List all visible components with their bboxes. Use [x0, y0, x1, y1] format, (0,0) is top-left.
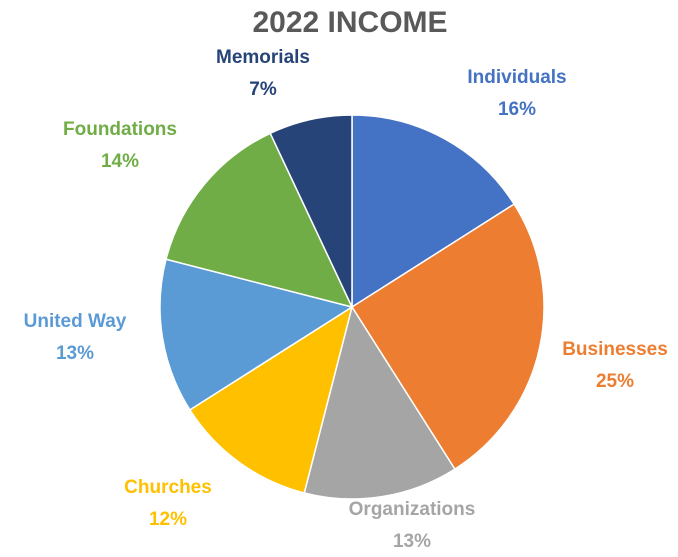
slice-label: Foundations: [63, 119, 177, 140]
pie-slice: [159, 258, 354, 411]
slice-label: Organizations: [349, 499, 476, 520]
pie-slice: [269, 114, 353, 308]
slice-value-label: 25%: [596, 371, 634, 392]
chart-title: 2022 INCOME: [252, 6, 447, 39]
slice-label: Individuals: [467, 67, 566, 88]
slice-label: Memorials: [216, 47, 310, 68]
slice-value-label: 12%: [149, 509, 187, 530]
slice-label: Churches: [124, 477, 212, 498]
slice-value-label: 16%: [498, 99, 536, 120]
slice-value-label: 14%: [101, 151, 139, 172]
pie-slice: [351, 114, 516, 309]
slice-label: United Way: [24, 311, 127, 332]
slice-value-label: 13%: [56, 343, 94, 364]
slice-value-label: 7%: [249, 79, 277, 100]
slice-label: Businesses: [562, 339, 668, 360]
pie-slice: [165, 132, 354, 309]
pie-slice: [303, 305, 456, 500]
slice-value-label: 13%: [393, 531, 431, 552]
pie-slice: [188, 305, 354, 494]
pie-slice: [350, 203, 545, 471]
